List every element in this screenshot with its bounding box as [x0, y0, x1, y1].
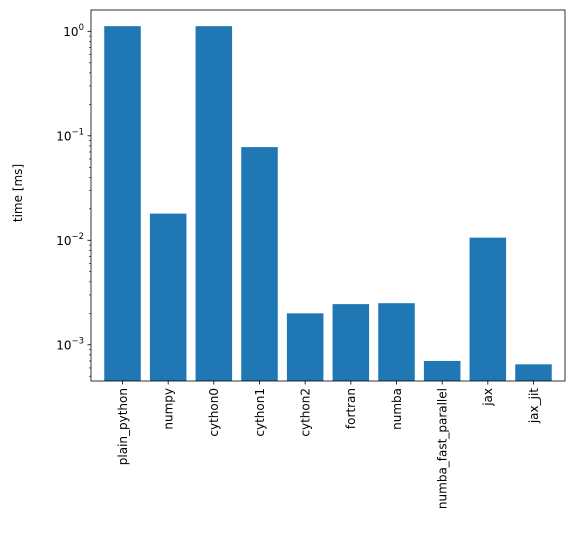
- x-tick-label: jax_jit: [527, 388, 541, 424]
- bars-group: [104, 26, 552, 382]
- y-tick-label: 10−3: [56, 336, 84, 352]
- y-tick-label: 100: [63, 23, 84, 39]
- y-tick-label: 10−2: [56, 232, 84, 248]
- bar-jax-jit: [515, 364, 552, 381]
- plot-frame: [90, 9, 566, 382]
- bar-numpy: [149, 213, 187, 381]
- y-axis-label: time [ms]: [11, 164, 25, 222]
- x-tick-label: plain_python: [116, 388, 130, 465]
- bar-plain-python: [104, 26, 141, 382]
- x-tick-label: numpy: [161, 388, 175, 430]
- bar-fortran: [332, 304, 370, 381]
- x-tick-label: cython1: [253, 388, 267, 437]
- x-tick-label: numba_fast_parallel: [435, 388, 449, 509]
- bar-cython0: [195, 26, 233, 382]
- x-tick-label: jax: [481, 388, 495, 407]
- x-tick-label: fortran: [344, 388, 358, 429]
- bar-jax: [469, 237, 507, 381]
- bar-numba-fast-parallel: [423, 360, 461, 381]
- y-tick-label: 10−1: [56, 127, 84, 143]
- x-tick-label: cython2: [298, 388, 312, 437]
- x-tick-label: numba: [390, 388, 404, 430]
- bar-numba: [378, 303, 415, 381]
- x-tick-label: cython0: [207, 388, 221, 437]
- bar-cython1: [241, 147, 278, 381]
- bar-cython2: [286, 313, 324, 381]
- axes-group: 10−3 10−2 10−1 100 plain_python numpy cython0 c…: [56, 9, 566, 509]
